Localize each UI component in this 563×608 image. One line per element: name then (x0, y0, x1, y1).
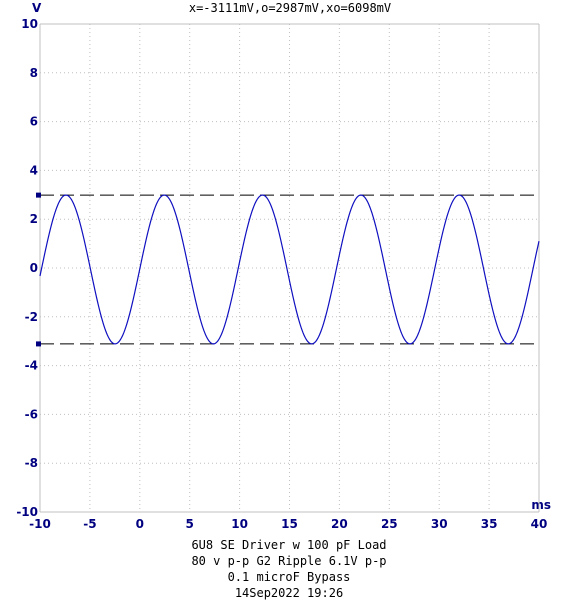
x-axis-unit: ms (531, 498, 551, 512)
y-tick-label: 10 (21, 17, 38, 31)
y-tick-label: 0 (30, 261, 38, 275)
caption-line-4: 14Sep2022 19:26 (235, 586, 343, 600)
caption-line-2: 80 v p-p G2 Ripple 6.1V p-p (191, 554, 386, 568)
x-tick-label: 20 (331, 517, 348, 531)
y-tick-label: -10 (16, 505, 38, 519)
y-tick-label: -4 (25, 359, 38, 373)
cursor-readout: x=-3111mV,o=2987mV,xo=6098mV (189, 1, 391, 15)
y-tick-label: 8 (30, 66, 38, 80)
x-tick-label: -5 (83, 517, 96, 531)
x-tick-label: 5 (186, 517, 194, 531)
x-tick-label: -10 (29, 517, 51, 531)
y-tick-label: -2 (25, 310, 38, 324)
x-tick-label: 0 (136, 517, 144, 531)
y-tick-labels: 10 8 6 4 2 0 -2 -4 -6 -8 -10 (16, 17, 38, 519)
cursor-marker-x (36, 341, 41, 347)
y-tick-label: 6 (30, 115, 38, 129)
caption-line-1: 6U8 SE Driver w 100 pF Load (191, 538, 386, 552)
caption: 6U8 SE Driver w 100 pF Load 80 v p-p G2 … (191, 538, 386, 600)
x-tick-label: 35 (481, 517, 498, 531)
series-line (39, 194, 540, 345)
x-tick-label: 10 (231, 517, 248, 531)
cursor-lines (36, 192, 539, 347)
y-tick-label: -8 (25, 456, 38, 470)
y-axis-unit: V (32, 1, 42, 15)
x-tick-label: 30 (431, 517, 448, 531)
grid-lines (39, 23, 540, 513)
y-tick-label: 4 (30, 163, 38, 177)
waveform-trace (39, 194, 540, 345)
x-tick-labels: -10 -5 0 5 10 15 20 25 30 35 40 (29, 517, 547, 531)
x-tick-label: 25 (381, 517, 398, 531)
cursor-marker-o (36, 192, 41, 198)
y-tick-label: -6 (25, 407, 38, 421)
x-tick-label: 15 (281, 517, 298, 531)
x-tick-label: 40 (531, 517, 548, 531)
y-tick-label: 2 (30, 212, 38, 226)
caption-line-3: 0.1 microF Bypass (228, 570, 351, 584)
